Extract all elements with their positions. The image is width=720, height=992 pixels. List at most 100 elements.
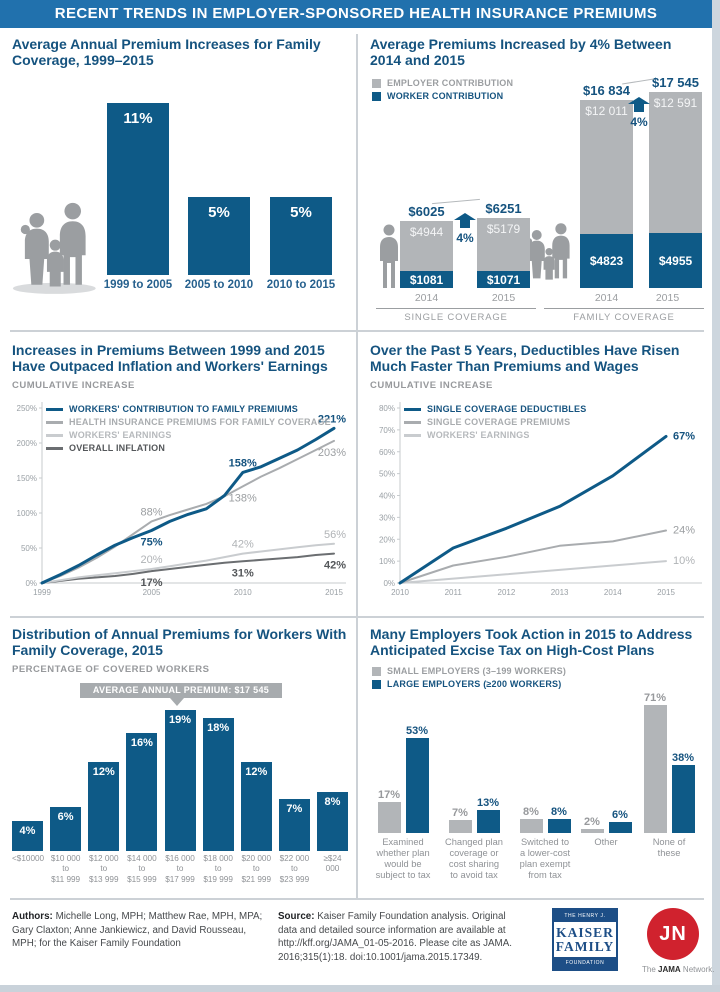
panel-title: Distribution of Annual Premiums for Work… — [12, 626, 347, 659]
label-line: None of — [652, 837, 686, 847]
large-employers-bar — [608, 822, 632, 833]
label-line: $17 999 — [165, 874, 195, 884]
stacked-bar-single-2014: $6025 $4944 $1081 — [400, 204, 453, 288]
small-employers-bar — [643, 705, 667, 833]
year-label: 2014 — [594, 292, 619, 304]
bar-value-label: 53% — [405, 725, 429, 737]
bar-pair: 8% 8% — [512, 690, 578, 833]
change-label: 4% — [456, 231, 474, 245]
bar-column: 13% — [476, 797, 500, 833]
large-employers-swatch-icon — [372, 679, 381, 689]
panel-title: Average Premiums Increased by 4% Between… — [370, 36, 672, 69]
bar-$22 000 to $23 999: 7% — [278, 799, 310, 851]
data-label: 158% — [229, 457, 257, 469]
category-group: 8% 8% Switched to a lower-cost plan exempt fr… — [512, 690, 578, 887]
end-label: 67% — [673, 430, 695, 442]
data-label: 88% — [140, 506, 162, 518]
man-silhouette-icon — [380, 224, 398, 288]
employer-swatch-icon — [372, 78, 381, 88]
label-line: whether plan — [376, 848, 430, 859]
data-label: 20% — [140, 554, 162, 566]
label-line: these — [657, 848, 681, 859]
kff-logo-top-text: THE HENRY J. — [554, 910, 616, 922]
y-tick-label: 50% — [21, 544, 37, 553]
series-line-dark — [41, 552, 335, 584]
small-employers-bar — [580, 829, 604, 833]
label-line: $18 000 — [203, 854, 233, 863]
bar-column: 8% ≥$24 000 — [317, 710, 348, 885]
panel-premiums-vs-inflation: Increases in Premiums Between 1999 and 2… — [12, 342, 348, 610]
label-line: Changed plan — [445, 837, 503, 847]
family-silhouette-icon — [12, 202, 96, 294]
large-employers-bar — [405, 738, 429, 833]
bar-value-label: 71% — [643, 692, 667, 704]
panel-title: Many Employers Took Action in 2015 to Ad… — [370, 626, 693, 659]
bar-column: 17% — [377, 789, 401, 833]
small-employers-bar — [519, 819, 543, 833]
legend-label: LARGE EMPLOYERS (≥200 WORKERS) — [387, 679, 562, 689]
label-line: to — [176, 864, 184, 874]
jama-network-logo: JN The JAMA Network. — [642, 906, 714, 975]
bar-zone: 7% — [278, 710, 310, 851]
panel-premium-contributions: Average Premiums Increased by 4% Between… — [370, 36, 704, 324]
row-divider-1 — [10, 330, 704, 332]
bar-column: 12% $20 000 to $21 999 — [240, 710, 272, 885]
label-line: would be — [384, 859, 422, 870]
bar-value-label: 11% — [123, 110, 153, 127]
legend-item: HEALTH INSURANCE PREMIUMS FOR FAMILY COV… — [46, 417, 331, 427]
x-axis-label: 1999 to 2005 — [103, 279, 173, 291]
bar-2005 to 2010: 5% — [188, 197, 250, 275]
bar-column: 12% $12 000 to $13 999 — [88, 710, 120, 885]
line-swatch-icon — [404, 407, 421, 411]
y-tick-label: 150% — [17, 474, 37, 483]
bar-$18 000 to $19 999: 18% — [202, 718, 234, 851]
bar-$14 000 to $15 999: 16% — [126, 733, 158, 851]
worker-swatch-icon — [372, 91, 381, 101]
legend-item: WORKERS' EARNINGS — [46, 430, 331, 440]
x-tick-label: 2011 — [445, 588, 463, 597]
legend-item: WORKERS' CONTRIBUTION TO FAMILY PREMIUMS — [46, 404, 331, 414]
end-label: 10% — [673, 555, 695, 567]
category-label: Changed plan coverage or cost sharing to av… — [441, 837, 507, 887]
bar-zone: 6% — [50, 710, 82, 851]
stacked-bar-family-2015: $17 545 $12 591 $4955 — [649, 75, 702, 288]
legend-item-large-employers: LARGE EMPLOYERS (≥200 WORKERS) — [372, 679, 566, 689]
family-silhouette-icon — [525, 223, 570, 280]
line-swatch-icon — [404, 420, 421, 424]
series-line-blue — [40, 426, 336, 585]
authors-label: Authors: — [12, 911, 53, 922]
label-line: plan exempt — [519, 859, 571, 870]
bar-pair: 7% 13% — [441, 690, 507, 833]
label-line: to — [100, 864, 108, 874]
y-tick-label: 70% — [379, 426, 395, 435]
data-label: 75% — [140, 537, 162, 549]
total-label: $16 834 — [583, 83, 630, 98]
bar-value-label: 19% — [168, 714, 192, 726]
bar-value-label: 5% — [208, 204, 230, 221]
bar-value-label: 12% — [245, 766, 268, 778]
bar-value-label: 8% — [523, 806, 539, 818]
line-swatch-icon — [46, 407, 63, 411]
x-axis-label: <$10000 — [12, 854, 44, 864]
data-label: 17% — [140, 577, 162, 589]
label-line: to — [138, 864, 146, 874]
y-tick-label: 80% — [379, 404, 395, 413]
legend-label: WORKERS' EARNINGS — [69, 430, 172, 440]
panel-premium-distribution: Distribution of Annual Premiums for Work… — [12, 626, 348, 890]
x-axis-label: $14 000 to $15 999 — [126, 854, 157, 885]
jn-monogram-icon: JN — [647, 908, 699, 960]
bar-<$10000: 4% — [12, 821, 43, 851]
data-label: 221% — [318, 413, 346, 425]
category-group: 2% 6% Other — [580, 690, 632, 887]
y-tick-label: 200% — [17, 439, 37, 448]
label-line: to — [252, 864, 260, 874]
bar-$16 000 to $17 999: 19% — [164, 710, 196, 851]
bar-column: 6% $10 000 to $11 999 — [50, 710, 82, 885]
bar-zone: 16% — [126, 710, 158, 851]
y-tick-label: 60% — [379, 448, 395, 457]
data-label: 31% — [232, 567, 254, 579]
series-line-gray — [41, 439, 335, 584]
label-line: a lower-cost — [519, 848, 571, 859]
bar-column: 7% $22 000 to $23 999 — [278, 710, 310, 885]
series-line-blue — [398, 434, 668, 585]
